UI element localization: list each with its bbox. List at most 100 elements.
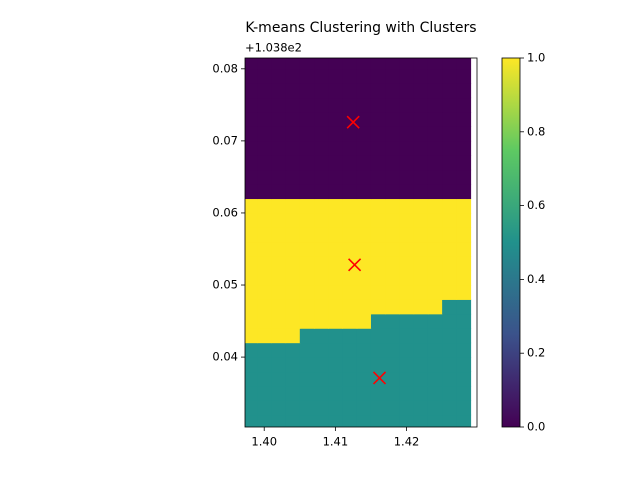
- cluster-cell: [245, 270, 258, 286]
- cluster-cell: [413, 357, 429, 373]
- cluster-cell: [356, 212, 372, 228]
- cluster-cell: [413, 227, 429, 243]
- cluster-cell: [342, 58, 358, 70]
- cluster-cell: [285, 400, 301, 416]
- cluster-cell: [328, 140, 343, 156]
- cluster-cell: [370, 212, 386, 228]
- cluster-cell: [456, 198, 472, 214]
- cluster-cell: [314, 198, 329, 214]
- cluster-cell: [328, 58, 343, 70]
- cluster-cell: [299, 371, 315, 387]
- cluster-cell: [257, 198, 272, 214]
- cluster-cell: [271, 184, 287, 200]
- axes-frame: [244, 57, 478, 428]
- cluster-cell: [285, 198, 301, 214]
- cluster-cell: [245, 155, 258, 171]
- plot-area: [245, 58, 472, 427]
- cluster-cell: [456, 342, 472, 358]
- cluster-cell: [342, 126, 358, 142]
- cluster-cell: [285, 68, 301, 84]
- cluster-cell: [427, 385, 443, 401]
- cluster-cell: [285, 126, 301, 142]
- cluster-cell: [356, 241, 372, 257]
- cluster-cell: [399, 256, 415, 272]
- cluster-cell: [299, 227, 315, 243]
- cluster-cell: [328, 357, 343, 373]
- cluster-cell: [257, 83, 272, 99]
- cluster-cell: [342, 270, 358, 286]
- cluster-cell: [442, 400, 457, 416]
- cluster-cell: [442, 112, 457, 127]
- cluster-cell: [356, 313, 372, 329]
- cluster-cell: [413, 385, 429, 401]
- cluster-cell: [385, 342, 400, 358]
- cluster-cell: [442, 357, 457, 373]
- cluster-cell: [257, 241, 272, 257]
- cluster-cell: [342, 299, 358, 315]
- cluster-cell: [399, 198, 415, 214]
- cluster-cell: [245, 68, 258, 84]
- cluster-cell: [314, 285, 329, 300]
- cluster-cell: [271, 270, 287, 286]
- cluster-cell: [257, 285, 272, 300]
- cluster-cell: [427, 212, 443, 228]
- cluster-cell: [314, 140, 329, 156]
- cluster-cell: [442, 342, 457, 358]
- cluster-cell: [370, 385, 386, 401]
- colorbar-tick-label: 0.8: [527, 124, 545, 138]
- cluster-cell: [245, 256, 258, 272]
- colorbar-tick-label: 0.6: [527, 198, 545, 212]
- cluster-cell: [245, 357, 258, 373]
- cluster-cell: [399, 285, 415, 300]
- cluster-cell: [413, 68, 429, 84]
- cluster-cell: [285, 414, 301, 427]
- cluster-cell: [257, 68, 272, 84]
- cluster-cell: [442, 256, 457, 272]
- cluster-cell: [314, 58, 329, 70]
- y-tick-label: 0.05: [212, 278, 238, 292]
- cluster-cell: [245, 414, 258, 427]
- cluster-cell: [370, 227, 386, 243]
- cluster-cell: [385, 299, 400, 315]
- cluster-cell: [385, 285, 400, 300]
- cluster-cell: [370, 285, 386, 300]
- cluster-cell: [299, 169, 315, 185]
- cluster-cell: [456, 371, 472, 387]
- cluster-cell: [427, 256, 443, 272]
- y-tick-label: 0.08: [212, 61, 238, 75]
- cluster-cell: [342, 140, 358, 156]
- cluster-cell: [342, 328, 358, 344]
- cluster-cell: [271, 68, 287, 84]
- cluster-cell: [370, 256, 386, 272]
- cluster-cell: [385, 198, 400, 214]
- cluster-cell: [370, 198, 386, 214]
- cluster-cell: [356, 97, 372, 113]
- cluster-cell: [245, 241, 258, 257]
- cluster-cell: [271, 97, 287, 113]
- cluster-cell: [271, 169, 287, 185]
- cluster-cell: [399, 97, 415, 113]
- cluster-cell: [456, 328, 472, 344]
- cluster-cell: [413, 126, 429, 142]
- cluster-cell: [427, 414, 443, 427]
- cluster-cell: [257, 385, 272, 401]
- cluster-cell: [399, 184, 415, 200]
- cluster-cell: [370, 342, 386, 358]
- cluster-cell: [370, 400, 386, 416]
- cluster-cell: [314, 126, 329, 142]
- cluster-cell: [245, 342, 258, 358]
- cluster-cell: [314, 155, 329, 171]
- cluster-cell: [299, 299, 315, 315]
- cluster-cell: [271, 227, 287, 243]
- cluster-cell: [285, 184, 301, 200]
- cluster-cell: [427, 68, 443, 84]
- cluster-cell: [257, 313, 272, 329]
- cluster-cell: [314, 313, 329, 329]
- cluster-cell: [257, 140, 272, 156]
- cluster-cell: [427, 270, 443, 286]
- cluster-cell: [285, 155, 301, 171]
- centroid-stroke: [346, 115, 360, 129]
- cluster-cell: [385, 385, 400, 401]
- cluster-cell: [245, 400, 258, 416]
